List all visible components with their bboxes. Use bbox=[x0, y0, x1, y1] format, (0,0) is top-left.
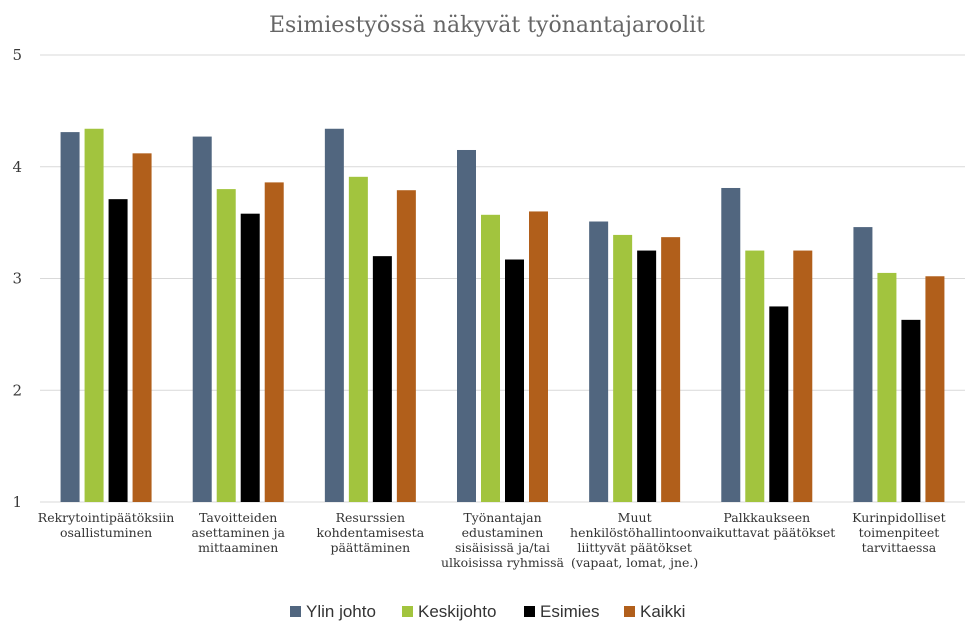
category-label-line: Tavoitteiden bbox=[199, 510, 277, 525]
category-label-line: henkilöstöhallintoon bbox=[570, 525, 699, 540]
category-label-line: mittaaminen bbox=[198, 540, 278, 555]
legend-label: Kaikki bbox=[640, 602, 685, 621]
bar-kaikki bbox=[132, 153, 152, 502]
bar-esimies bbox=[240, 213, 260, 502]
category-label-line: osallistuminen bbox=[60, 525, 152, 540]
legend-item: Kaikki bbox=[624, 602, 685, 621]
bar-esimies bbox=[637, 250, 657, 502]
category-label-line: Palkkaukseen bbox=[723, 510, 810, 525]
category-label-line: Muut bbox=[618, 510, 652, 525]
category-label: Työnantajan edustaminen sisäisissä ja/tai u… bbox=[441, 510, 565, 570]
bar-esimies bbox=[769, 306, 789, 502]
bar-ylin-johto bbox=[721, 187, 741, 503]
bar-keskijohto bbox=[216, 189, 236, 502]
bar-ylin-johto bbox=[192, 136, 212, 502]
category-label-line: asettaminen ja bbox=[192, 525, 286, 540]
bar-keskijohto bbox=[481, 214, 500, 503]
category-label-line: Rekrytointipäätöksiin bbox=[38, 510, 175, 525]
category-label: Resurssien kohdentamisesta päättäminen bbox=[317, 510, 425, 555]
x-axis-labels: Rekrytointipäätöksiin osallistuminen Tavoi… bbox=[38, 510, 946, 570]
bar-ylin-johto bbox=[457, 149, 476, 503]
bar-kaikki bbox=[264, 182, 284, 502]
category-label-line: Resurssien bbox=[336, 510, 406, 525]
category-label-line: tarvittaessa bbox=[862, 540, 937, 555]
bar-esimies bbox=[505, 259, 524, 502]
category-label-line: päättäminen bbox=[330, 540, 410, 555]
category-label-line: (vapaat, lomat, jne.) bbox=[571, 555, 698, 570]
bar-esimies bbox=[901, 319, 921, 502]
bar-ylin-johto bbox=[589, 221, 609, 502]
bar-esimies bbox=[108, 199, 128, 502]
bar-kaikki bbox=[396, 190, 416, 502]
bar-ylin-johto bbox=[324, 128, 344, 502]
y-tick-label: 5 bbox=[12, 46, 22, 64]
bar-ylin-johto bbox=[60, 132, 80, 503]
y-tick-label: 3 bbox=[12, 270, 22, 288]
gridlines bbox=[40, 54, 965, 503]
bars bbox=[60, 128, 945, 503]
y-tick-label: 1 bbox=[12, 493, 22, 511]
category-label-line: edustaminen bbox=[462, 525, 544, 540]
category-label-line: vaikuttavat päätökset bbox=[697, 525, 835, 540]
category-label: Palkkaukseen vaikuttavat päätökset bbox=[697, 510, 835, 540]
legend-swatch bbox=[290, 606, 301, 617]
bar-keskijohto bbox=[745, 250, 765, 502]
bar-kaikki bbox=[925, 276, 945, 502]
bar-keskijohto bbox=[613, 234, 633, 503]
y-tick-label: 2 bbox=[12, 381, 22, 399]
category-label-line: liittyvät päätökset bbox=[577, 540, 691, 555]
category-label: Tavoitteiden asettaminen ja mittaaminen bbox=[192, 510, 286, 555]
category-label-line: kohdentamisesta bbox=[317, 525, 425, 540]
category-label-line: ulkoisissa ryhmissä bbox=[441, 555, 565, 570]
bar-keskijohto bbox=[84, 128, 104, 502]
legend-item: Esimies bbox=[524, 602, 600, 621]
category-label-line: sisäisissä ja/tai bbox=[455, 540, 550, 555]
chart-title: Esimiestyössä näkyvät työnantajaroolit bbox=[269, 13, 705, 38]
category-label: Rekrytointipäätöksiin osallistuminen bbox=[38, 510, 175, 540]
bar-kaikki bbox=[529, 211, 548, 502]
legend-item: Keskijohto bbox=[402, 602, 496, 621]
bar-keskijohto bbox=[877, 272, 897, 502]
legend-item: Ylin johto bbox=[290, 602, 376, 621]
bar-kaikki bbox=[793, 250, 813, 502]
legend: Ylin johto Keskijohto Esimies Kaikki bbox=[290, 602, 685, 621]
bar-ylin-johto bbox=[853, 227, 873, 502]
category-label: Kurinpidolliset toimenpiteet tarvittaessa bbox=[852, 510, 946, 555]
category-label-line: toimenpiteet bbox=[859, 525, 940, 540]
y-axis-ticks: 1 2 3 4 5 bbox=[12, 46, 22, 511]
bar-keskijohto bbox=[348, 176, 368, 502]
legend-swatch bbox=[624, 606, 635, 617]
legend-swatch bbox=[402, 606, 413, 617]
category-label-line: Työnantajan bbox=[463, 510, 541, 525]
legend-label: Keskijohto bbox=[418, 602, 496, 621]
legend-swatch bbox=[524, 606, 535, 617]
legend-label: Esimies bbox=[540, 602, 600, 621]
bar-esimies bbox=[372, 256, 392, 502]
legend-label: Ylin johto bbox=[306, 602, 376, 621]
y-tick-label: 4 bbox=[12, 158, 22, 176]
bar-kaikki bbox=[661, 237, 681, 502]
category-label-line: Kurinpidolliset bbox=[852, 510, 946, 525]
category-label: Muut henkilöstöhallintoon liittyvät päätök… bbox=[570, 510, 699, 570]
